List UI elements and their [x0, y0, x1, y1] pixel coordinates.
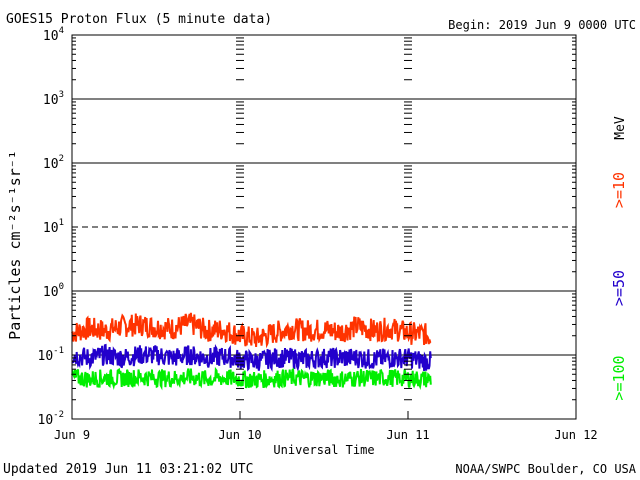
source-label: NOAA/SWPC Boulder, CO USA	[455, 462, 636, 476]
y-tick-label: 100	[43, 282, 64, 300]
begin-time-label: Begin: 2019 Jun 9 0000 UTC	[448, 18, 636, 32]
y-tick-label: 103	[43, 90, 64, 108]
y-tick-exponent: 3	[59, 90, 64, 100]
y-tick-label: 102	[43, 154, 64, 172]
plot-frame	[71, 34, 577, 420]
y-tick-base: 10	[38, 349, 54, 364]
unit-label: MeV	[613, 116, 628, 140]
x-tick-label: Jun 10	[218, 428, 261, 442]
y-tick-base: 10	[38, 413, 54, 428]
y-tick-exponent: -2	[53, 410, 64, 420]
y-tick-base: 10	[43, 221, 59, 236]
series-line-0	[71, 312, 432, 349]
y-tick-exponent: 1	[59, 218, 64, 228]
series-line-2	[71, 366, 432, 391]
y-tick-exponent: -1	[53, 346, 64, 356]
x-axis-tick-labels: Jun 9 Jun 10 Jun 11 Jun 12	[54, 428, 598, 442]
updated-timestamp: Updated 2019 Jun 11 03:21:02 UTC	[3, 462, 253, 477]
x-tick-label: Jun 11	[386, 428, 429, 442]
chart-title: GOES15 Proton Flux (5 minute data)	[6, 12, 272, 27]
series-line-1	[71, 343, 432, 372]
legend-entry-2: >=100	[610, 355, 628, 400]
y-tick-label: 10-2	[38, 410, 65, 428]
legend-entry-0: >=10	[610, 172, 628, 208]
y-tick-exponent: 2	[59, 154, 64, 164]
y-tick-exponent: 4	[59, 26, 64, 36]
y-tick-base: 10	[43, 93, 59, 108]
y-axis-label: Particles cm⁻²s⁻¹sr⁻¹	[6, 150, 24, 340]
legend-entry-1: >=50	[610, 270, 628, 306]
x-tick-label: Jun 9	[54, 428, 90, 442]
y-tick-label: 104	[43, 26, 64, 44]
y-tick-base: 10	[43, 29, 59, 44]
y-tick-base: 10	[43, 157, 59, 172]
day-divider-ticks	[72, 37, 576, 420]
y-tick-exponent: 0	[59, 282, 64, 292]
x-tick-label: Jun 12	[554, 428, 597, 442]
legend: >=10 >=50 >=100	[610, 172, 628, 401]
y-tick-label: 101	[43, 218, 64, 236]
y-tick-label: 10-1	[38, 346, 65, 364]
series-layer	[71, 312, 432, 391]
gridlines	[72, 98, 576, 356]
y-tick-base: 10	[43, 285, 59, 300]
x-axis-label: Universal Time	[273, 443, 374, 457]
